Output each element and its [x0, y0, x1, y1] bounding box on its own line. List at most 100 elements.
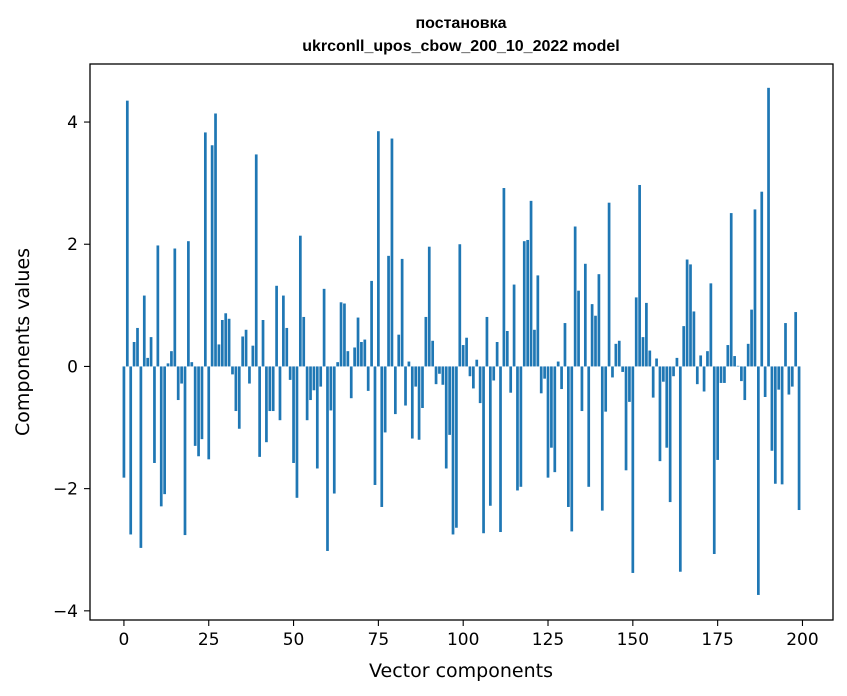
- bar: [295, 366, 299, 498]
- bar: [336, 362, 340, 367]
- x-axis-label: Vector components: [369, 660, 553, 682]
- bar: [594, 315, 597, 367]
- bar: [709, 283, 713, 367]
- bar: [288, 366, 292, 380]
- bar: [699, 355, 703, 367]
- bar: [159, 366, 163, 507]
- bar: [573, 226, 577, 367]
- bar: [251, 345, 255, 367]
- chart-title-line-2: ukrconll_upos_cbow_200_10_2022 model: [302, 38, 619, 55]
- bar: [580, 366, 584, 412]
- bar: [176, 366, 180, 401]
- bar: [567, 366, 570, 507]
- bar: [387, 255, 390, 367]
- bar: [495, 342, 499, 367]
- bar: [461, 345, 465, 367]
- bar: [421, 366, 424, 408]
- bar: [451, 366, 455, 535]
- y-tick-label: −4: [53, 602, 78, 622]
- bar: [682, 326, 686, 367]
- x-tick-label: 25: [198, 630, 220, 650]
- bar: [404, 366, 407, 406]
- chart-title-line-1: постановка: [415, 15, 506, 32]
- bar: [695, 366, 699, 385]
- bar: [478, 366, 482, 404]
- bar: [231, 366, 234, 375]
- bar: [193, 366, 197, 446]
- bar: [139, 366, 143, 548]
- bar: [183, 366, 187, 536]
- bar: [617, 340, 621, 367]
- bar: [377, 131, 380, 367]
- bar: [590, 304, 594, 367]
- bar: [668, 366, 672, 503]
- bar: [736, 365, 740, 367]
- bar: [146, 357, 150, 367]
- bar: [275, 285, 278, 367]
- y-axis-ticks: −4 −2 0 2 4: [53, 113, 90, 622]
- bar: [400, 258, 404, 367]
- bar: [448, 366, 451, 435]
- bar: [441, 366, 445, 385]
- bar: [373, 366, 377, 485]
- bar: [217, 344, 221, 367]
- bar: [349, 366, 353, 399]
- plot-frame: [89, 63, 834, 621]
- bar: [604, 366, 608, 412]
- bar: [560, 366, 563, 390]
- bar: [458, 244, 462, 367]
- bar: [597, 274, 601, 367]
- bar: [292, 366, 295, 463]
- bar: [254, 154, 258, 367]
- bar: [156, 245, 160, 367]
- bar: [770, 366, 774, 451]
- x-tick-label: 175: [701, 630, 733, 650]
- bar: [210, 145, 214, 367]
- bar: [787, 366, 791, 395]
- bar: [723, 366, 726, 383]
- bar: [583, 263, 587, 367]
- bar: [760, 191, 764, 367]
- bar: [719, 366, 723, 383]
- bar: [190, 362, 194, 367]
- bar: [434, 366, 438, 385]
- bar: [753, 209, 757, 367]
- bar: [380, 366, 384, 507]
- bar: [187, 241, 190, 367]
- bar: [332, 366, 336, 494]
- bar: [750, 309, 753, 367]
- bar: [163, 366, 166, 495]
- bar: [129, 366, 133, 535]
- x-tick-label: 50: [283, 630, 305, 650]
- bar: [414, 366, 418, 387]
- bar: [790, 366, 794, 387]
- bar: [468, 366, 472, 377]
- bar: [319, 366, 323, 387]
- bar: [692, 311, 696, 367]
- bar: [136, 327, 139, 367]
- bar: [472, 366, 475, 389]
- bar: [125, 100, 129, 367]
- bar: [383, 366, 387, 433]
- bar: [763, 366, 767, 397]
- bar: [427, 246, 431, 367]
- bar: [214, 113, 217, 367]
- bar: [353, 347, 356, 367]
- bar: [512, 284, 516, 367]
- bar: [773, 366, 777, 484]
- bar: [675, 357, 679, 367]
- bar: [780, 366, 784, 485]
- bar: [621, 366, 625, 372]
- bar: [526, 239, 530, 367]
- y-tick-label: −2: [53, 480, 78, 500]
- bar: [645, 302, 648, 367]
- bar: [241, 336, 245, 367]
- bar: [631, 366, 635, 573]
- bar: [271, 366, 275, 412]
- bar: [224, 313, 228, 367]
- bar: [743, 366, 747, 401]
- bar: [261, 320, 265, 367]
- bar: [563, 323, 567, 367]
- bar: [550, 366, 553, 448]
